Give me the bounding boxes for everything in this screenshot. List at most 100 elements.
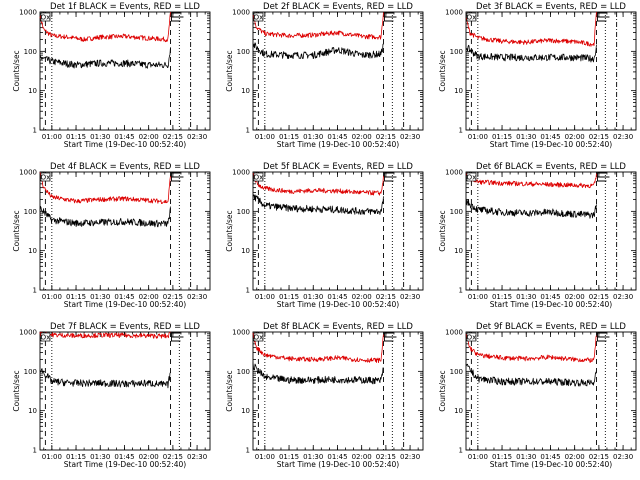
plot-frame	[39, 331, 211, 451]
x-tick-label: 01:45	[114, 453, 134, 461]
y-tick-label: 10	[454, 247, 463, 255]
x-tick-label: 01:00	[255, 133, 275, 141]
events-trace	[465, 199, 597, 219]
x-axis-label: Start Time (19-Dec-10 00:52:40)	[64, 300, 186, 309]
plot-frame	[39, 171, 211, 291]
plot-frame	[465, 11, 637, 131]
panel-9: Det 9f BLACK = Events, RED = LLD 1 10 100 10…	[438, 322, 637, 469]
y-tick-label: 1000	[445, 169, 463, 177]
panel-title: Det 5f BLACK = Events, RED = LLD	[263, 162, 413, 172]
x-tick-label: 01:15	[66, 133, 86, 141]
panel-6: Det 6f BLACK = Events, RED = LLD 1 10 100 10…	[438, 162, 637, 309]
events-trace	[39, 368, 171, 389]
segment-bracket	[171, 332, 184, 342]
segment-box-label: Ox	[467, 174, 477, 182]
segment-box-label: Ox	[41, 334, 51, 342]
plot-frame	[252, 11, 424, 131]
y-tick-label: 1	[246, 287, 250, 295]
segment-bracket	[597, 172, 610, 182]
y-axis-label: Counts/sec	[225, 50, 234, 91]
y-tick-label: 1	[246, 447, 250, 455]
lld-trace	[39, 172, 171, 205]
panel-title: Det 8f BLACK = Events, RED = LLD	[263, 322, 413, 332]
y-tick-label: 100	[237, 48, 250, 56]
y-tick-label: 10	[454, 407, 463, 415]
segment-box	[40, 332, 51, 342]
x-axis-label: Start Time (19-Dec-10 00:52:40)	[490, 460, 612, 469]
y-tick-label: 1000	[19, 9, 37, 17]
y-tick-label: 1000	[19, 169, 37, 177]
y-tick-label: 1	[459, 127, 463, 135]
y-tick-label: 1	[33, 287, 37, 295]
x-tick-label: 01:45	[540, 293, 560, 301]
y-tick-label: 100	[237, 368, 250, 376]
y-axis-label: Counts/sec	[225, 370, 234, 411]
y-tick-label: 10	[241, 87, 250, 95]
events-trace	[252, 194, 384, 215]
segment-box	[253, 332, 264, 342]
panel-title: Det 1f BLACK = Events, RED = LLD	[50, 2, 200, 12]
segment-box	[40, 172, 51, 182]
y-tick-label: 100	[450, 48, 463, 56]
x-tick-label: 02:30	[187, 133, 207, 141]
x-tick-label: 01:30	[303, 453, 323, 461]
x-tick-label: 02:15	[163, 133, 183, 141]
y-tick-label: 10	[28, 407, 37, 415]
x-tick-label: 02:30	[613, 293, 633, 301]
x-tick-label: 02:30	[187, 293, 207, 301]
x-tick-label: 01:30	[516, 133, 536, 141]
y-tick-label: 10	[241, 247, 250, 255]
y-tick-label: 1	[459, 287, 463, 295]
x-tick-label: 01:30	[303, 293, 323, 301]
x-tick-label: 02:15	[589, 133, 609, 141]
y-tick-label: 1000	[445, 329, 463, 337]
x-tick-label: 01:00	[255, 453, 275, 461]
y-tick-label: 1000	[232, 329, 250, 337]
x-tick-label: 01:15	[66, 293, 86, 301]
y-tick-label: 1	[246, 127, 250, 135]
x-tick-label: 01:00	[468, 453, 488, 461]
y-axis-label: Counts/sec	[438, 370, 447, 411]
y-tick-label: 1000	[19, 329, 37, 337]
lld-trace	[252, 173, 384, 196]
y-axis-label: Counts/sec	[438, 50, 447, 91]
x-tick-label: 01:45	[540, 453, 560, 461]
x-tick-label: 01:00	[42, 293, 62, 301]
panel-title: Det 4f BLACK = Events, RED = LLD	[50, 162, 200, 172]
plot-frame	[465, 331, 637, 451]
x-axis-label: Start Time (19-Dec-10 00:52:40)	[64, 460, 186, 469]
plot-frame	[39, 11, 211, 131]
segment-box-label: Ox	[467, 334, 477, 342]
x-tick-label: 01:00	[468, 293, 488, 301]
x-tick-label: 02:15	[163, 293, 183, 301]
lld-trace	[465, 172, 597, 189]
lld-trace	[252, 12, 384, 40]
panel-3: Det 3f BLACK = Events, RED = LLD 1 10 100 10…	[438, 2, 637, 149]
x-tick-label: 01:30	[516, 453, 536, 461]
y-tick-label: 100	[450, 208, 463, 216]
x-tick-label: 02:30	[400, 453, 420, 461]
segment-bracket	[384, 332, 397, 342]
y-axis-label: Counts/sec	[12, 210, 21, 251]
x-axis-label: Start Time (19-Dec-10 00:52:40)	[490, 300, 612, 309]
x-tick-label: 01:15	[492, 293, 512, 301]
y-tick-label: 100	[237, 208, 250, 216]
panel-title: Det 7f BLACK = Events, RED = LLD	[50, 322, 200, 332]
lld-trace	[252, 332, 384, 364]
x-tick-label: 01:30	[90, 293, 110, 301]
x-tick-label: 02:00	[565, 133, 585, 141]
lld-trace	[39, 331, 171, 339]
y-tick-label: 1	[33, 447, 37, 455]
x-axis-label: Start Time (19-Dec-10 00:52:40)	[64, 140, 186, 149]
x-tick-label: 01:30	[90, 133, 110, 141]
segment-box-label: Ox	[254, 174, 264, 182]
y-tick-label: 1000	[232, 9, 250, 17]
x-axis-label: Start Time (19-Dec-10 00:52:40)	[277, 140, 399, 149]
segment-bracket	[384, 172, 397, 182]
segment-box	[253, 172, 264, 182]
x-axis-label: Start Time (19-Dec-10 00:52:40)	[490, 140, 612, 149]
segment-box-label: Ox	[41, 14, 51, 22]
panel-title: Det 2f BLACK = Events, RED = LLD	[263, 2, 413, 12]
x-tick-label: 02:30	[613, 133, 633, 141]
segment-bracket	[171, 172, 184, 182]
